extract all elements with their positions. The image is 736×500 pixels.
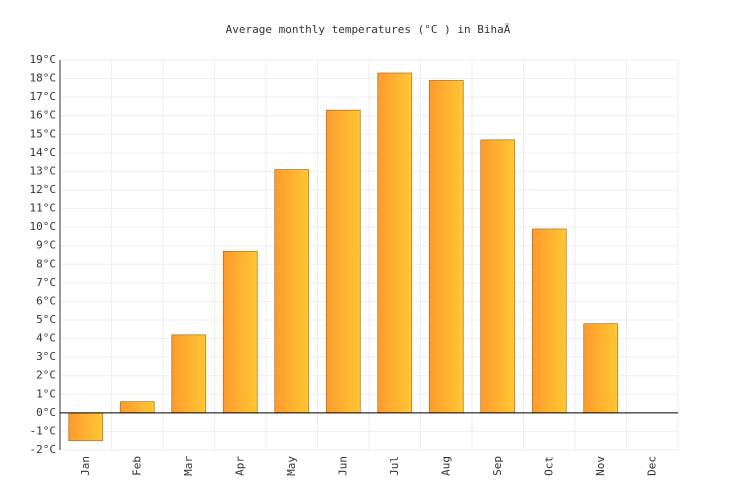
x-tick-label: Dec [645,456,658,476]
x-tick-label: Apr [233,456,246,476]
y-tick-label: 6°C [36,294,56,307]
y-tick-label: 8°C [36,257,56,270]
x-tick-label: Mar [182,456,195,476]
y-tick-label: 1°C [36,387,56,400]
y-tick-label: 12°C [30,183,57,196]
y-tick-label: 2°C [36,369,56,382]
x-tick-label: Aug [439,456,452,476]
y-tick-label: 3°C [36,350,56,363]
bar [274,169,310,414]
y-tick-label: 5°C [36,313,56,326]
y-tick-label: 13°C [30,164,57,177]
x-tick-label: Jan [79,456,92,476]
y-tick-label: 19°C [30,53,57,66]
bar [68,412,104,442]
y-tick-label: 11°C [30,202,57,215]
chart-title: Average monthly temperatures (°C ) in Bi… [226,23,511,36]
x-tick-label: Jul [388,456,401,476]
y-tick-label: 0°C [36,406,56,419]
x-tick-label: Oct [542,456,555,476]
y-tick-label: 15°C [30,127,57,140]
y-tick-label: 16°C [30,109,57,122]
bar [171,334,207,414]
y-tick-label: 14°C [30,146,57,159]
bar [583,323,619,414]
y-tick-label: -1°C [30,424,57,437]
x-tick-label: Sep [491,456,504,476]
y-tick-label: 17°C [30,90,57,103]
x-tick-label: Nov [594,456,607,476]
y-tick-label: 10°C [30,220,57,233]
y-tick-label: 18°C [30,72,57,85]
bar [377,72,413,414]
bar [325,109,361,414]
bar [428,80,464,414]
bar [119,401,155,414]
bar [222,250,258,414]
y-tick-label: -2°C [30,443,57,456]
bar [480,139,516,414]
y-tick-label: 9°C [36,239,56,252]
y-tick-label: 4°C [36,332,56,345]
bar [531,228,567,414]
x-tick-label: May [285,456,298,476]
x-tick-label: Feb [130,456,143,476]
x-tick-label: Jun [336,456,349,476]
y-tick-label: 7°C [36,276,56,289]
